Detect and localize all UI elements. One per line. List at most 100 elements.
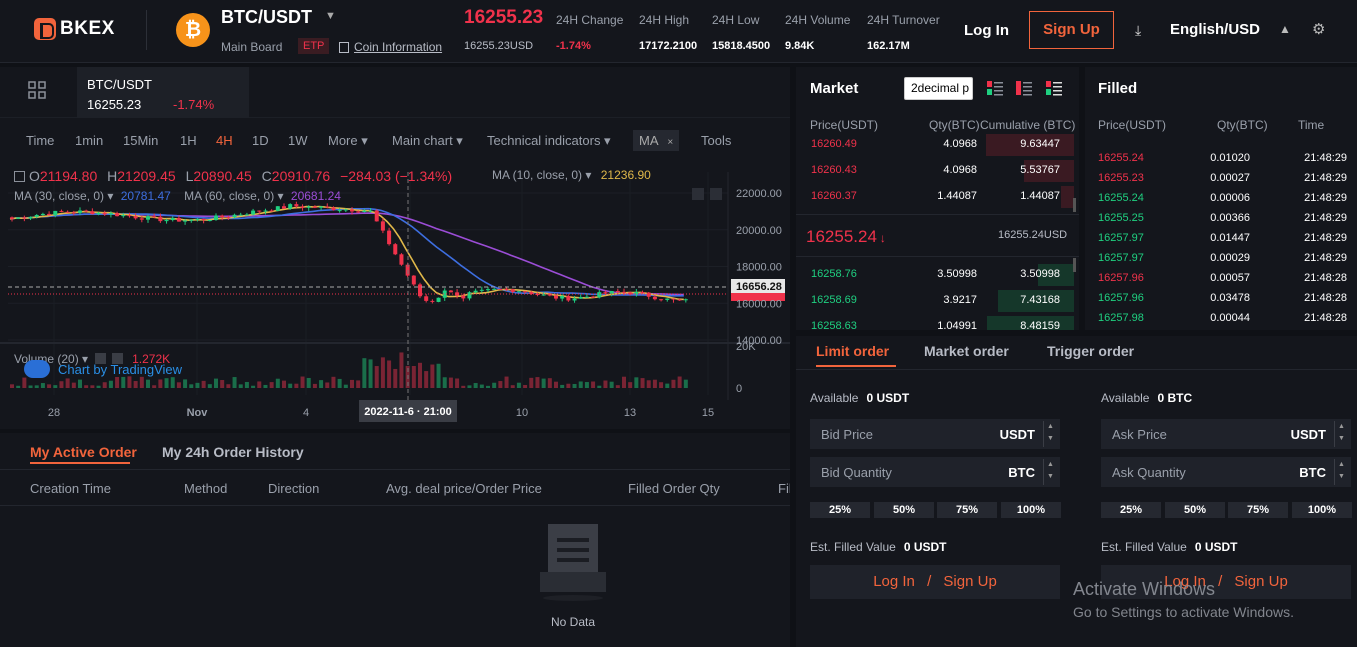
settings-icon[interactable] xyxy=(95,353,107,364)
tab-24h-order-history[interactable]: My 24h Order History xyxy=(162,444,304,460)
ma-indicator-chip[interactable]: MA × xyxy=(633,130,680,151)
stepper-icon[interactable]: ▲ ▼ xyxy=(1043,421,1057,447)
interval-1d[interactable]: 1D xyxy=(252,133,269,148)
book-both-sides-icon[interactable] xyxy=(987,81,1003,96)
filled-trade-row: 16257.96 0.03478 21:48:28 xyxy=(1085,292,1357,312)
filled-trade-row: 16257.98 0.00044 21:48:28 xyxy=(1085,312,1357,332)
ask-qty: 1.44087 xyxy=(937,190,977,202)
interval-4h[interactable]: 4H xyxy=(216,133,233,148)
stepper-icon[interactable]: ▲ ▼ xyxy=(1334,459,1348,485)
buy-pct-25[interactable]: 25% xyxy=(810,502,870,518)
interval-1w[interactable]: 1W xyxy=(288,133,308,148)
bkex-logo[interactable]: BKEX xyxy=(34,18,115,40)
volume-bar xyxy=(430,364,435,388)
ma10-legend[interactable]: MA (10, close, 0) ▾ 21236.90 xyxy=(492,168,651,182)
book-asks-icon[interactable] xyxy=(1016,81,1032,96)
volume-bar xyxy=(176,382,181,388)
login-link[interactable]: Log In xyxy=(1164,573,1206,590)
pair-selector[interactable]: BTC/USDT xyxy=(221,7,312,27)
sell-pct-25[interactable]: 25% xyxy=(1101,502,1161,518)
bid-quantity-field[interactable]: Bid Quantity BTC ▲ ▼ xyxy=(810,457,1060,487)
candle-body xyxy=(399,254,404,265)
stat-value: 17172.2100 xyxy=(639,40,698,52)
sell-pct-50[interactable]: 50% xyxy=(1165,502,1225,518)
buy-login-signup-button[interactable]: Log In / Sign Up xyxy=(810,565,1060,599)
more-menu[interactable]: More ▾ xyxy=(328,133,368,148)
buy-pct-50[interactable]: 50% xyxy=(874,502,934,518)
signup-link[interactable]: Sign Up xyxy=(943,573,997,590)
change-value: −284.03 (−1.34%) xyxy=(340,168,453,184)
collapse-icon[interactable] xyxy=(14,171,25,182)
interval-1h[interactable]: 1H xyxy=(180,133,197,148)
close-icon[interactable] xyxy=(111,353,123,364)
sell-pct-100[interactable]: 100% xyxy=(1292,502,1352,518)
interval-time[interactable]: Time xyxy=(26,133,55,148)
trade-qty: 0.00027 xyxy=(1210,172,1250,184)
bid-row[interactable]: 16258.63 1.04991 8.48159 xyxy=(796,314,1079,330)
volume-bar xyxy=(597,385,602,388)
close-icon[interactable]: × xyxy=(667,137,674,148)
sell-login-signup-button[interactable]: Log In / Sign Up xyxy=(1101,565,1351,599)
ask-row[interactable]: 16260.37 1.44087 1.44087 xyxy=(796,184,1079,210)
high-label: H xyxy=(107,168,118,184)
sell-pct-75[interactable]: 75% xyxy=(1228,502,1288,518)
ask-quantity-field[interactable]: Ask Quantity BTC ▲ ▼ xyxy=(1101,457,1351,487)
candle-body xyxy=(683,299,688,301)
etp-badge[interactable]: ETP xyxy=(298,38,330,54)
signup-button[interactable]: Sign Up xyxy=(1029,11,1114,49)
download-icon[interactable]: ⤓ xyxy=(1135,22,1142,38)
separator-slash: / xyxy=(1218,573,1223,590)
ask-price-field[interactable]: Ask Price USDT ▲ ▼ xyxy=(1101,419,1351,449)
scrollbar[interactable] xyxy=(1073,198,1076,212)
stepper-icon[interactable]: ▲ ▼ xyxy=(1334,421,1348,447)
filled-trade-row: 16255.23 0.00027 21:48:29 xyxy=(1085,172,1357,192)
bid-price-field[interactable]: Bid Price USDT ▲ ▼ xyxy=(810,419,1060,449)
login-link[interactable]: Log In xyxy=(873,573,915,590)
main-chart-menu[interactable]: Main chart ▾ xyxy=(392,133,463,148)
tab-limit-order[interactable]: Limit order xyxy=(816,343,890,359)
candle-body xyxy=(498,288,503,290)
bid-row[interactable]: 16258.69 3.9217 7.43168 xyxy=(796,288,1079,314)
volume-bar xyxy=(53,385,58,388)
bell-icon[interactable]: ▲ xyxy=(1279,22,1291,36)
decimal-precision-select[interactable]: 2decimal p xyxy=(904,77,973,100)
coin-information-link[interactable]: Coin Information xyxy=(339,40,442,54)
book-bids-icon[interactable] xyxy=(1046,81,1062,96)
gear-icon[interactable]: ⚙ xyxy=(1312,21,1326,38)
ask-row[interactable]: 16260.43 4.0968 5.53767 xyxy=(796,158,1079,184)
tab-trigger-order[interactable]: Trigger order xyxy=(1047,343,1135,359)
candle-body xyxy=(183,220,188,222)
candle-body xyxy=(300,206,305,208)
grid-icon[interactable] xyxy=(28,81,46,99)
ob-header-cumulative: Cumulative (BTC) xyxy=(980,118,1076,132)
ask-row[interactable]: 16260.49 4.0968 9.63447 xyxy=(796,132,1079,158)
interval-1min[interactable]: 1min xyxy=(75,133,104,148)
tab-market-order[interactable]: Market order xyxy=(924,343,1009,359)
interval-15min[interactable]: 15Min xyxy=(123,133,159,148)
technical-indicators-menu[interactable]: Technical indicators ▾ xyxy=(487,133,611,148)
ma30-ma60-legend[interactable]: MA (30, close, 0) ▾ 20781.47 MA (60, clo… xyxy=(14,189,341,203)
volume-bar xyxy=(671,379,676,388)
volume-bar xyxy=(244,381,249,388)
stat-24h-turnover: 24H Turnover 162.17M xyxy=(867,13,940,52)
signup-link[interactable]: Sign Up xyxy=(1234,573,1288,590)
stepper-icon[interactable]: ▲ ▼ xyxy=(1043,459,1057,485)
scrollbar[interactable] xyxy=(1073,258,1076,272)
ma60-value: 20681.24 xyxy=(290,189,341,203)
volume-bar xyxy=(214,378,218,388)
bid-row[interactable]: 16258.76 3.50998 3.50998 xyxy=(796,262,1079,288)
tradingview-attribution[interactable]: Chart by TradingView xyxy=(24,360,182,378)
volume-bar xyxy=(374,366,379,388)
tab-my-active-order[interactable]: My Active Order xyxy=(30,444,137,460)
volume-bar xyxy=(232,377,237,388)
filled-trade-row: 16255.25 0.00366 21:48:29 xyxy=(1085,212,1357,232)
login-button[interactable]: Log In xyxy=(964,22,1009,39)
buy-pct-75[interactable]: 75% xyxy=(937,502,997,518)
volume-bar xyxy=(312,383,317,388)
chevron-down-icon[interactable]: ▼ xyxy=(325,10,336,22)
symbol-tab-btcusdt[interactable] xyxy=(77,67,249,118)
candlestick-chart[interactable]: 16656.28 22000.00 20000.00 18000.00 16000.0… xyxy=(0,160,790,428)
tools-menu[interactable]: Tools xyxy=(701,133,732,148)
language-currency-selector[interactable]: English/USD xyxy=(1170,21,1261,38)
buy-pct-100[interactable]: 100% xyxy=(1001,502,1061,518)
